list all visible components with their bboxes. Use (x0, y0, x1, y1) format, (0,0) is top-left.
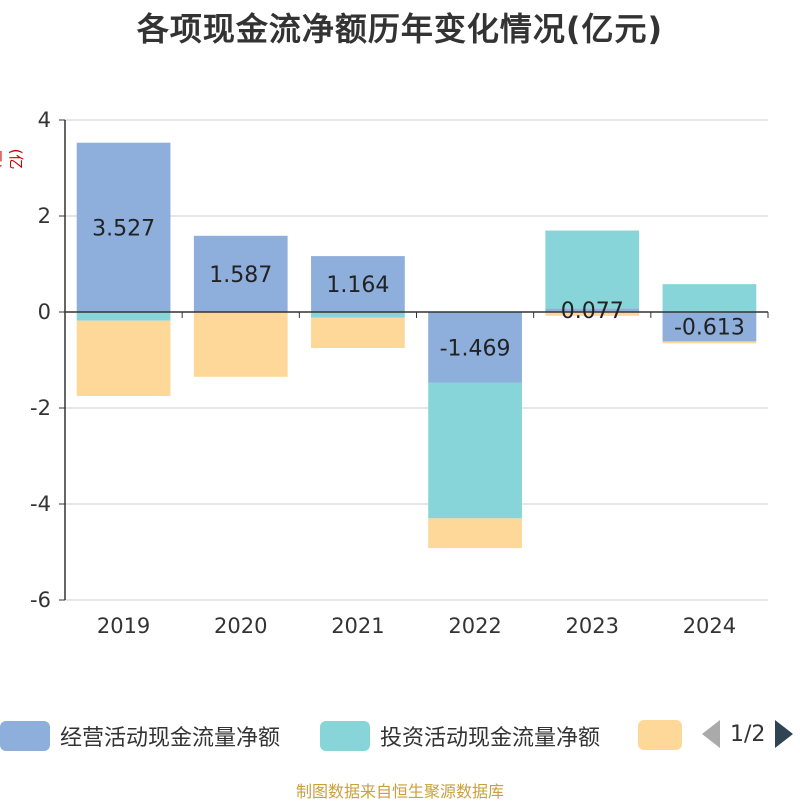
y-tick-label: 0 (38, 300, 51, 324)
x-tick-label: 2024 (683, 614, 736, 638)
legend-item-investing[interactable]: 投资活动现金流量净额 (320, 720, 600, 752)
legend: 经营活动现金流量净额 投资活动现金流量净额 1/2 (0, 716, 800, 756)
grid-layer (65, 119, 768, 601)
bar-2-2020 (193, 312, 288, 377)
x-tick-label: 2021 (331, 614, 384, 638)
y-tick-label: -2 (30, 396, 51, 420)
bar-2-2019 (76, 320, 171, 396)
bar-0-2021 (311, 256, 405, 312)
data-label: 1.164 (326, 273, 389, 298)
bar-1-2022 (428, 382, 522, 519)
legend-label-operating: 经营活动现金流量净额 (60, 726, 281, 751)
legend-swatch-investing (320, 721, 370, 751)
bar-0-2020 (193, 235, 288, 312)
bar-2-2021 (311, 317, 405, 348)
bar-0-2023 (545, 308, 640, 312)
chart-plot: 4 2 0 -2 -4 -6 2019 2020 2021 2022 2023 2024 3.527 1… (30, 108, 769, 638)
label-layer: 2019 2020 2021 2022 2023 2024 3.527 1.587 1.164 -… (92, 216, 745, 638)
y-tick-label: 2 (38, 204, 51, 228)
data-label: -1.469 (440, 336, 511, 361)
bar-2-2022 (428, 518, 522, 549)
y-tick-label: -4 (30, 492, 51, 516)
bar-layer (76, 142, 757, 549)
bar-1-2021 (311, 312, 405, 318)
bar-1-2024 (662, 284, 757, 312)
legend-label-investing: 投资活动现金流量净额 (380, 726, 601, 751)
legend-swatch-financing (638, 720, 682, 750)
y-tick-label: -6 (30, 588, 51, 612)
pager-next-icon[interactable] (775, 720, 794, 748)
legend-swatch-operating (0, 721, 50, 751)
bar-2-2024 (662, 341, 757, 344)
bar-0-2022 (428, 312, 522, 383)
legend-item-operating[interactable]: 经营活动现金流量净额 (0, 720, 280, 752)
bar-0-2019 (76, 142, 171, 312)
bar-1-2023 (545, 230, 640, 309)
x-tick-label: 2020 (214, 614, 267, 638)
x-tick-label: 2019 (97, 614, 150, 638)
axis-layer: 4 2 0 -2 -4 -6 (30, 108, 769, 612)
bar-0-2024 (662, 312, 757, 342)
source-note: 制图数据来自恒生聚源数据库 (295, 782, 504, 801)
x-tick-label: 2022 (448, 614, 501, 638)
data-label: 3.527 (92, 216, 155, 241)
x-tick-label: 2023 (566, 614, 619, 638)
pager-text: 1/2 (730, 721, 766, 747)
data-label: 0.077 (561, 299, 624, 324)
y-tick-label: 4 (38, 108, 51, 132)
legend-pager: 1/2 (702, 720, 794, 748)
data-label: 1.587 (209, 263, 272, 288)
bar-2-2023 (545, 312, 640, 316)
bar-1-2019 (76, 312, 171, 321)
pager-prev-icon[interactable] (702, 720, 720, 748)
data-label: -0.613 (674, 316, 745, 341)
chart-title: 各项现金流净额历年变化情况(亿元) (136, 10, 664, 48)
legend-item-financing[interactable] (638, 720, 692, 750)
